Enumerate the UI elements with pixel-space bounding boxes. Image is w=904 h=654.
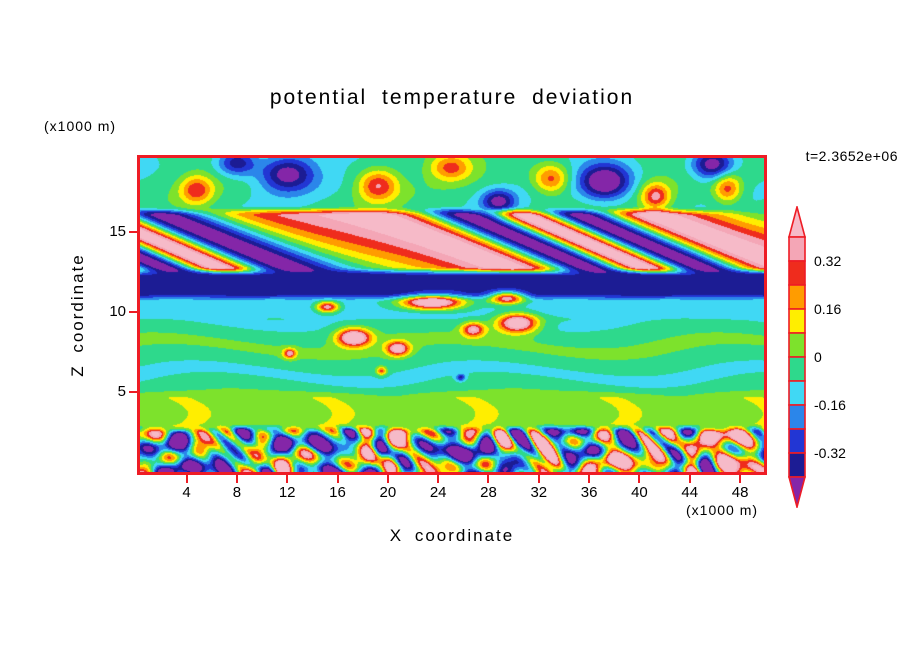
x-axis-label: X coordinate — [389, 526, 515, 545]
z-tick-label: 15 — [109, 222, 126, 240]
x-tick-label: 24 — [429, 484, 447, 501]
x-tick — [386, 475, 389, 483]
colorbar — [788, 206, 806, 508]
x-tick-label: 32 — [530, 484, 548, 501]
x-tick — [185, 475, 188, 483]
timestamp: t=2.3652e+06 — [805, 148, 898, 164]
x-tick-label: 48 — [731, 484, 749, 501]
colorbar-band — [788, 404, 806, 430]
x-tick — [336, 475, 339, 483]
x-tick — [437, 475, 440, 483]
colorbar-band — [788, 236, 806, 262]
z-axis-label: Z coordinate — [68, 253, 87, 377]
plot-frame — [137, 155, 767, 475]
colorbar-band — [788, 308, 806, 334]
colorbar-band — [788, 260, 806, 286]
x-tick-label: 20 — [379, 484, 397, 501]
colorbar-arrow-high — [788, 206, 806, 238]
x-tick — [588, 475, 591, 483]
x-tick-label: 36 — [580, 484, 598, 501]
colorbar-tick-label: -0.32 — [814, 445, 846, 461]
contour-field-canvas — [140, 158, 764, 472]
x-tick-label: 28 — [480, 484, 497, 501]
colorbar-band — [788, 380, 806, 406]
z-tick — [129, 230, 137, 233]
x-tick — [235, 475, 238, 483]
colorbar-band — [788, 332, 806, 358]
x-tick-label: 4 — [182, 484, 191, 501]
z-tick-label: 10 — [109, 302, 126, 320]
x-tick — [739, 475, 742, 483]
colorbar-arrow-low — [788, 476, 806, 508]
x-tick-label: 12 — [278, 484, 296, 501]
colorbar-band — [788, 452, 806, 478]
colorbar-tick-label: 0 — [814, 349, 822, 365]
colorbar-tick-label: -0.16 — [814, 397, 846, 413]
plot-title: potential temperature deviation — [269, 86, 635, 109]
z-tick — [129, 390, 137, 393]
colorbar-tick-label: 0.32 — [814, 253, 842, 269]
x-tick — [638, 475, 641, 483]
colorbar-tick-label: 0.16 — [814, 301, 842, 317]
x-tick — [286, 475, 289, 483]
x-tick-label: 8 — [232, 484, 242, 501]
x-tick-label: 44 — [681, 484, 699, 501]
x-tick-label: 16 — [329, 484, 346, 501]
z-tick-label: 5 — [117, 382, 126, 400]
x-tick — [688, 475, 691, 483]
x-tick-label: 40 — [631, 484, 648, 501]
colorbar-band — [788, 284, 806, 310]
z-tick — [129, 310, 137, 313]
x-axis-unit: (x1000 m) — [686, 502, 759, 518]
colorbar-band — [788, 428, 806, 454]
colorbar-band — [788, 356, 806, 382]
z-axis-unit: (x1000 m) — [44, 118, 117, 134]
x-tick — [537, 475, 540, 483]
x-tick — [487, 475, 490, 483]
